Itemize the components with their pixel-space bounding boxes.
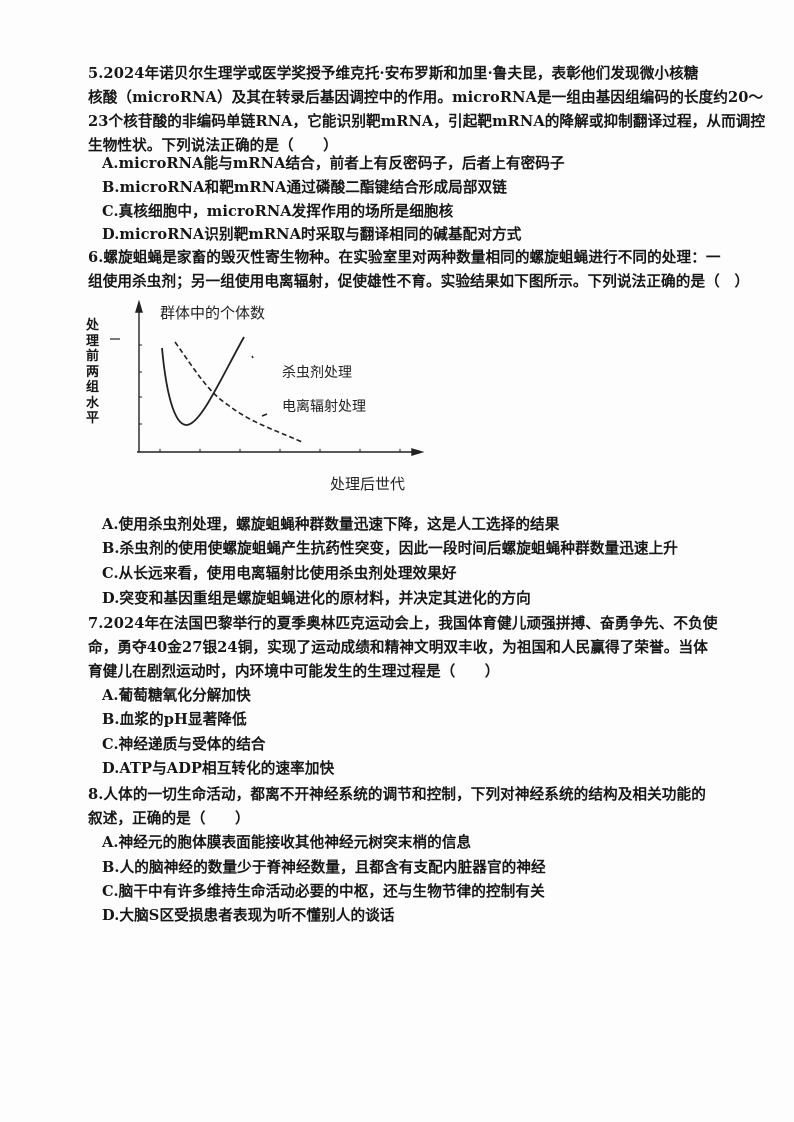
legend-insecticide: 杀虫剂处理 — [282, 365, 352, 381]
q8-stem-line: 8.人体的一切生命活动，都离不开神经系统的调节和控制，下列对神经系统的结构及相关… — [88, 786, 706, 803]
q5-stem-line: 23个核苷酸的非编码单链RNA，它能识别靶mRNA，引起靶mRNA的降解或抑制翻… — [88, 113, 766, 130]
legend-radiation: 电离辐射处理 — [282, 399, 366, 415]
series-insecticide-curve — [161, 336, 245, 426]
q7-option-d: D.ATP与ADP相互转化的速率加快 — [102, 760, 335, 777]
q8-option-c: C.脑干中有许多维持生命活动必要的中枢，还与生物节律的控制有关 — [102, 883, 545, 900]
q5-option-d: D.microRNA识别靶mRNA时采取与翻译相同的碱基配对方式 — [102, 226, 522, 243]
q7-stem-line: 命，勇夺40金27银24铜，实现了运动成绩和精神文明双丰收，为祖国和人民赢得了荣… — [88, 639, 708, 656]
q7-option-b: B.血浆的pH显著降低 — [102, 711, 247, 728]
y-axis-ticks — [139, 344, 142, 425]
q6-stem-line: 组使用杀虫剂；另一组使用电离辐射，促使雄性不育。实验结果如下图所示。下列说法正确… — [88, 273, 750, 290]
q7-option-a: A.葡萄糖氧化分解加快 — [102, 687, 251, 704]
x-axis-label: 处理后世代 — [330, 475, 406, 493]
q8-option-a: A.神经元的胞体膜表面能接收其他神经元树突末梢的信息 — [102, 834, 472, 851]
q5-option-c: C.真核细胞中，microRNA发挥作用的场所是细胞核 — [102, 203, 454, 220]
q5-stem-line: 核酸（microRNA）及其在转录后基因调控中的作用。microRNA是一组由基… — [88, 89, 764, 106]
q8-option-b: B.人的脑神经的数量少于脊神经数量，且都含有支配内脏器官的神经 — [102, 859, 546, 876]
y-axis-arrow — [135, 299, 143, 313]
q6-option-c: C.从长远来看，使用电离辐射比使用杀虫剂处理效果好 — [102, 565, 457, 582]
q6-option-a: A.使用杀虫剂处理，螺旋蛆蝇种群数量迅速下降，这是人工选择的结果 — [102, 516, 560, 533]
q7-stem-line: 育健儿在剧烈运动时，内环境中可能发生的生理过程是（ ） — [88, 663, 500, 680]
series-radiation-curve — [174, 341, 303, 443]
q6-option-d: D.突变和基因重组是螺旋蛆蝇进化的原材料，并决定其进化的方向 — [102, 590, 531, 607]
y-side-label: 处理前两组水平 — [86, 318, 100, 426]
x-axis-arrow — [411, 448, 425, 456]
q6-stem-line: 6.螺旋蛆蝇是家畜的毁灭性寄生物种。在实验室里对两种数量相同的螺旋蛆蝇进行不同的… — [88, 249, 721, 266]
y-axis-title: 群体中的个体数 — [160, 304, 266, 322]
q5-option-b: B.microRNA和靶mRNA通过磷酸二酯键结合形成局部双链 — [102, 179, 507, 196]
radiation-leader — [261, 413, 268, 417]
q5-stem-line: 生物性状。下列说法正确的是（ ） — [88, 137, 338, 154]
insecticide-leader — [251, 355, 254, 359]
q5-option-a: A.microRNA能与mRNA结合，前者上有反密码子，后者上有密码子 — [102, 155, 565, 172]
x-axis-ticks — [159, 449, 401, 452]
q7-stem-line: 7.2024年在法国巴黎举行的夏季奥林匹克运动会上，我国体育健儿顽强拼搏、奋勇争… — [88, 615, 718, 632]
q8-option-d: D.大脑S区受损患者表现为听不懂别人的谈话 — [102, 907, 395, 924]
q8-stem-line: 叙述，正确的是（ ） — [88, 810, 250, 827]
q6-option-b: B.杀虫剂的使用使螺旋蛆蝇产生抗药性突变，因此一段时间后螺旋蛆蝇种群数量迅速上升 — [102, 540, 678, 557]
q7-option-c: C.神经递质与受体的结合 — [102, 736, 266, 753]
q5-stem-line: 5.2024年诺贝尔生理学或医学奖授予维克托·安布罗斯和加里·鲁夫昆，表彰他们发… — [88, 65, 699, 82]
